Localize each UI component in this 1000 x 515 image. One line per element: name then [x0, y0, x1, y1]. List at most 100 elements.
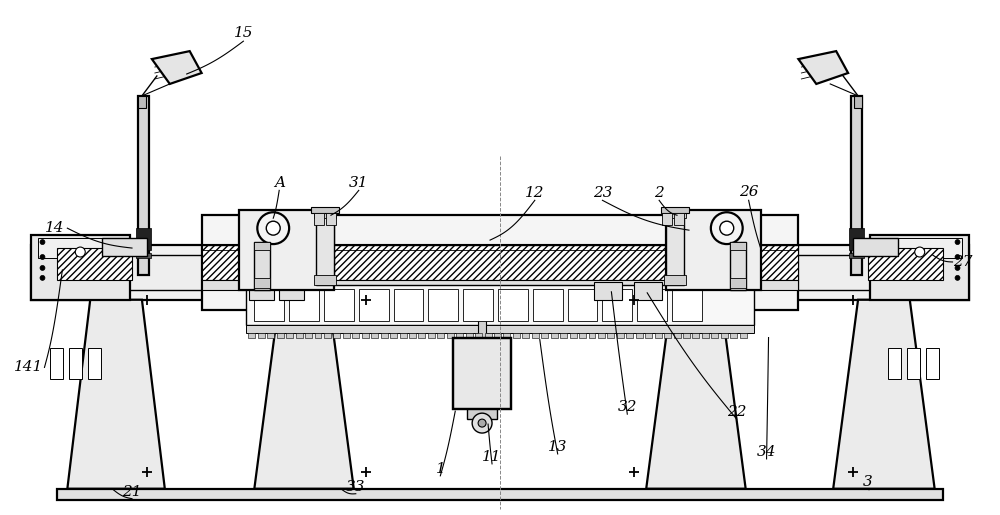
Bar [532, 333, 539, 337]
Bar [626, 333, 633, 337]
Bar [315, 333, 321, 337]
Bar [926, 348, 939, 380]
Text: 15: 15 [234, 26, 253, 40]
Bar [888, 348, 901, 380]
Bar [870, 235, 969, 300]
Bar [31, 235, 130, 300]
Bar [57, 248, 132, 280]
Bar [362, 333, 369, 337]
Text: 34: 34 [757, 445, 776, 459]
Bar [136, 228, 151, 250]
Bar [730, 278, 746, 288]
Bar [390, 333, 397, 337]
Bar [594, 282, 622, 300]
Bar [88, 348, 101, 380]
Bar [478, 300, 486, 339]
Bar [674, 333, 681, 337]
Bar [57, 489, 943, 500]
Circle shape [955, 239, 960, 245]
Bar [202, 215, 798, 310]
Bar [551, 333, 558, 337]
Bar [359, 289, 389, 321]
Bar [326, 213, 336, 225]
Text: A: A [274, 177, 285, 191]
Bar [38, 238, 122, 258]
Bar [246, 285, 754, 324]
Bar [854, 96, 862, 108]
Bar [541, 333, 548, 337]
Polygon shape [833, 300, 935, 489]
Bar [568, 289, 597, 321]
Bar [711, 333, 718, 337]
Circle shape [40, 254, 45, 260]
Bar [589, 333, 595, 337]
Circle shape [955, 265, 960, 270]
Bar [50, 348, 63, 380]
Bar [645, 333, 652, 337]
Bar [428, 289, 458, 321]
Bar [683, 333, 690, 337]
Circle shape [40, 276, 45, 280]
Circle shape [75, 247, 85, 257]
Bar [494, 333, 501, 337]
Bar [664, 210, 686, 218]
Bar [136, 253, 151, 258]
Bar [324, 333, 331, 337]
Text: 2: 2 [654, 186, 664, 200]
Bar [730, 242, 746, 290]
Polygon shape [152, 51, 202, 84]
Bar [57, 255, 943, 290]
Bar [664, 333, 671, 337]
Bar [849, 253, 864, 258]
Bar [324, 289, 354, 321]
Bar [254, 289, 284, 321]
Circle shape [955, 254, 960, 260]
Bar [692, 333, 699, 337]
Bar [202, 280, 798, 290]
Bar [485, 333, 492, 337]
Bar [311, 207, 339, 213]
Bar [314, 210, 336, 218]
Bar [289, 289, 319, 321]
Bar [617, 333, 624, 337]
Bar [286, 333, 293, 337]
Text: 14: 14 [45, 221, 64, 235]
Polygon shape [646, 300, 746, 489]
Bar [503, 333, 510, 337]
Bar [602, 289, 632, 321]
Text: 3: 3 [863, 475, 873, 489]
Bar [102, 238, 147, 256]
Text: 32: 32 [618, 400, 637, 414]
Bar [702, 333, 709, 337]
Bar [730, 333, 737, 337]
Bar [69, 348, 82, 380]
Bar [381, 333, 388, 337]
Bar [849, 228, 864, 250]
Bar [246, 324, 754, 333]
Bar [740, 333, 747, 337]
Bar [428, 333, 435, 337]
Bar [453, 337, 511, 409]
Bar [254, 278, 270, 288]
Bar [851, 96, 862, 275]
Bar [333, 333, 340, 337]
Bar [279, 282, 304, 300]
Bar [305, 333, 312, 337]
Bar [868, 248, 943, 280]
Bar [466, 333, 473, 337]
Bar [418, 333, 425, 337]
Bar [666, 210, 761, 290]
Bar [533, 289, 563, 321]
Bar [456, 333, 463, 337]
Bar [463, 289, 493, 321]
Circle shape [955, 276, 960, 280]
Bar [202, 244, 311, 280]
Bar [447, 333, 454, 337]
Text: 22: 22 [727, 405, 746, 419]
Bar [343, 333, 350, 337]
Bar [453, 337, 511, 409]
Bar [394, 289, 423, 321]
Bar [249, 282, 274, 300]
Bar [637, 289, 667, 321]
Polygon shape [254, 300, 354, 489]
